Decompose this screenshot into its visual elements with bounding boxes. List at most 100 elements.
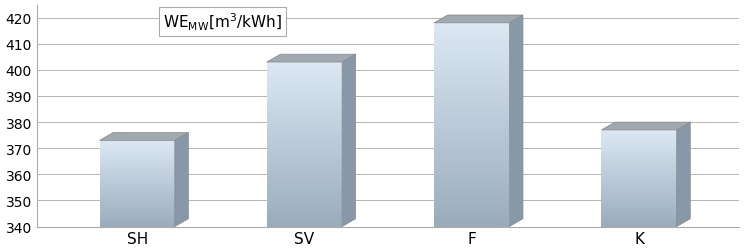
Bar	[434, 30, 510, 34]
Bar	[601, 191, 676, 193]
Bar	[100, 195, 175, 197]
Bar	[434, 75, 510, 78]
Bar	[601, 199, 676, 201]
Bar	[267, 208, 342, 210]
Bar	[434, 190, 510, 193]
Bar	[601, 196, 676, 198]
Bar	[267, 68, 342, 71]
Bar	[601, 198, 676, 199]
Bar	[601, 131, 676, 132]
Bar	[267, 218, 342, 221]
Bar	[267, 180, 342, 183]
Bar	[100, 224, 175, 225]
Bar	[601, 137, 676, 138]
Bar	[100, 187, 175, 188]
Bar	[267, 202, 342, 205]
Bar	[267, 117, 342, 120]
Bar	[601, 188, 676, 190]
Bar	[100, 174, 175, 175]
Bar	[267, 194, 342, 197]
Bar	[601, 214, 676, 215]
Bar	[267, 134, 342, 137]
Bar	[267, 125, 342, 128]
Bar	[100, 165, 175, 167]
Bar	[100, 205, 175, 207]
Bar	[267, 199, 342, 202]
Bar	[100, 204, 175, 205]
Bar	[267, 150, 342, 153]
Bar	[100, 141, 175, 227]
Bar	[267, 98, 342, 101]
Bar	[100, 144, 175, 145]
Bar	[100, 197, 175, 198]
Bar	[434, 24, 510, 27]
Bar	[601, 190, 676, 191]
Bar	[434, 68, 510, 71]
Bar	[434, 129, 510, 132]
Bar	[267, 85, 342, 87]
Bar	[601, 140, 676, 142]
Bar	[100, 217, 175, 218]
Bar	[601, 182, 676, 183]
Bar	[434, 41, 510, 44]
Bar	[100, 178, 175, 179]
Bar	[267, 164, 342, 167]
Bar	[100, 175, 175, 177]
Bar	[601, 195, 676, 196]
Bar	[100, 156, 175, 158]
Bar	[267, 142, 342, 145]
Bar	[267, 191, 342, 194]
Bar	[601, 159, 676, 161]
Bar	[434, 91, 510, 95]
Bar	[100, 214, 175, 215]
Bar	[267, 74, 342, 76]
Bar	[267, 183, 342, 186]
Bar	[267, 63, 342, 227]
Bar	[100, 177, 175, 178]
Bar	[100, 168, 175, 169]
Bar	[601, 158, 676, 159]
Bar	[434, 196, 510, 200]
Bar	[434, 71, 510, 75]
Bar	[100, 194, 175, 195]
Bar	[434, 78, 510, 81]
Bar	[100, 164, 175, 165]
Bar	[434, 112, 510, 115]
Bar	[601, 201, 676, 203]
Bar	[601, 131, 676, 227]
Bar	[100, 218, 175, 219]
Bar	[601, 174, 676, 175]
Bar	[601, 146, 676, 148]
Bar	[100, 207, 175, 208]
Bar	[434, 98, 510, 102]
Bar	[601, 225, 676, 227]
Bar	[100, 212, 175, 214]
Bar	[434, 142, 510, 145]
Bar	[434, 176, 510, 179]
Bar	[434, 24, 510, 227]
Bar	[434, 125, 510, 129]
Bar	[267, 87, 342, 90]
Bar	[434, 64, 510, 68]
Bar	[601, 185, 676, 186]
Bar	[601, 203, 676, 204]
Bar	[601, 183, 676, 185]
Bar	[434, 139, 510, 142]
Bar	[267, 172, 342, 175]
Bar	[100, 167, 175, 168]
Bar	[434, 85, 510, 88]
Bar	[601, 138, 676, 140]
Bar	[100, 191, 175, 192]
Bar	[601, 222, 676, 224]
Bar	[601, 207, 676, 209]
Bar	[434, 115, 510, 118]
Bar	[267, 115, 342, 117]
Bar	[434, 37, 510, 41]
Bar	[601, 224, 676, 225]
Bar	[100, 155, 175, 156]
Bar	[601, 209, 676, 211]
Bar	[267, 112, 342, 115]
Bar	[601, 132, 676, 134]
Bar	[601, 179, 676, 180]
Bar	[434, 173, 510, 176]
